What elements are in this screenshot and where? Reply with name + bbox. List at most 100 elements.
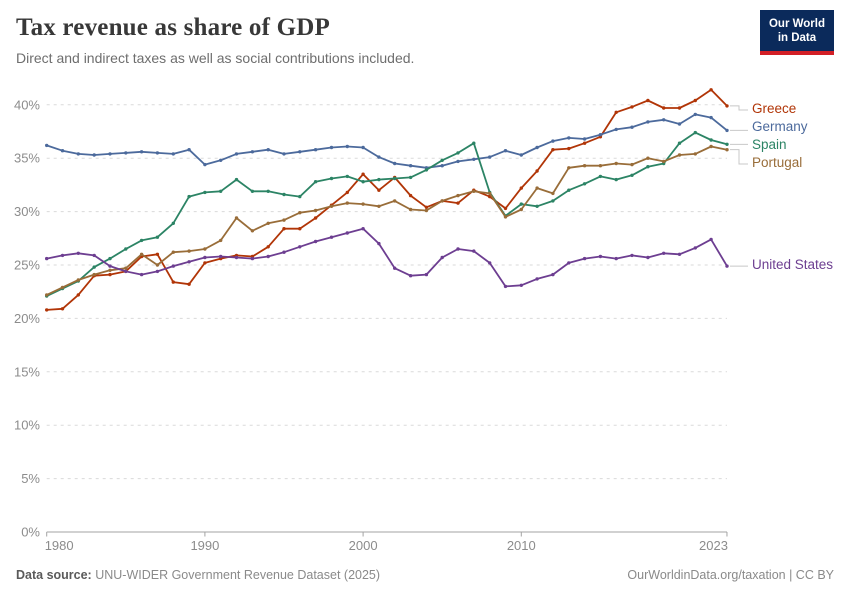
data-point-spain[interactable] (377, 177, 381, 182)
series-line-united-states[interactable] (45, 227, 728, 288)
data-point-germany[interactable] (219, 158, 223, 162)
data-point-spain[interactable] (519, 202, 523, 206)
data-point-germany[interactable] (503, 149, 508, 153)
data-point-united-states[interactable] (725, 264, 729, 268)
data-point-spain[interactable] (124, 247, 128, 251)
data-point-greece[interactable] (298, 227, 302, 231)
data-point-spain[interactable] (567, 188, 571, 192)
data-point-germany[interactable] (598, 133, 603, 137)
data-point-portugal[interactable] (345, 201, 349, 205)
data-point-portugal[interactable] (250, 229, 255, 233)
data-point-portugal[interactable] (187, 249, 191, 253)
data-point-germany[interactable] (282, 152, 286, 156)
data-point-portugal[interactable] (298, 211, 302, 215)
data-point-germany[interactable] (108, 152, 112, 156)
data-point-germany[interactable] (60, 149, 65, 153)
data-point-germany[interactable] (139, 150, 144, 154)
data-point-portugal[interactable] (219, 238, 223, 243)
data-point-portugal[interactable] (329, 204, 334, 208)
data-point-germany[interactable] (408, 164, 413, 168)
data-point-spain[interactable] (424, 168, 429, 172)
data-point-greece[interactable] (535, 169, 539, 173)
data-point-spain[interactable] (408, 175, 413, 180)
data-point-germany[interactable] (298, 150, 302, 154)
data-point-spain[interactable] (551, 199, 555, 203)
data-point-greece[interactable] (408, 193, 413, 198)
legend-label-portugal[interactable]: Portugal (752, 155, 803, 170)
data-point-spain[interactable] (456, 151, 460, 155)
data-point-spain[interactable] (234, 177, 239, 182)
data-point-united-states[interactable] (203, 255, 207, 260)
data-point-portugal[interactable] (630, 162, 634, 167)
data-point-portugal[interactable] (282, 218, 286, 222)
data-point-united-states[interactable] (234, 255, 239, 260)
data-point-germany[interactable] (329, 145, 334, 150)
data-point-greece[interactable] (662, 106, 666, 110)
legend-label-united-states[interactable]: United States (752, 257, 834, 272)
data-point-spain[interactable] (203, 190, 207, 195)
data-point-spain[interactable] (250, 189, 255, 193)
data-point-germany[interactable] (630, 125, 634, 129)
data-point-germany[interactable] (250, 150, 255, 154)
data-point-spain[interactable] (693, 130, 697, 135)
data-point-germany[interactable] (725, 128, 729, 133)
data-point-germany[interactable] (709, 115, 713, 120)
data-point-portugal[interactable] (171, 250, 175, 254)
data-point-spain[interactable] (298, 194, 302, 199)
legend-label-germany[interactable]: Germany (752, 119, 808, 134)
data-point-germany[interactable] (693, 112, 697, 117)
data-point-united-states[interactable] (503, 284, 508, 289)
data-point-united-states[interactable] (298, 245, 302, 249)
data-point-portugal[interactable] (456, 193, 460, 198)
data-point-greece[interactable] (456, 201, 460, 205)
data-point-spain[interactable] (393, 176, 397, 181)
data-point-spain[interactable] (92, 265, 96, 269)
data-point-united-states[interactable] (313, 239, 318, 244)
data-point-greece[interactable] (266, 245, 270, 249)
data-point-spain[interactable] (535, 204, 539, 208)
legend-label-spain[interactable]: Spain (752, 137, 787, 152)
data-point-portugal[interactable] (377, 204, 381, 208)
data-point-spain[interactable] (725, 142, 729, 146)
data-point-spain[interactable] (646, 165, 650, 169)
data-point-greece[interactable] (725, 104, 729, 108)
data-point-spain[interactable] (329, 176, 334, 181)
data-point-spain[interactable] (472, 141, 476, 145)
data-point-portugal[interactable] (440, 199, 444, 203)
data-point-united-states[interactable] (124, 269, 128, 274)
data-point-greece[interactable] (503, 206, 508, 211)
data-point-united-states[interactable] (567, 261, 571, 265)
data-point-germany[interactable] (234, 152, 239, 156)
data-point-germany[interactable] (677, 122, 682, 126)
data-point-germany[interactable] (266, 148, 270, 152)
data-point-germany[interactable] (345, 144, 349, 149)
data-point-germany[interactable] (662, 118, 666, 122)
data-point-spain[interactable] (155, 235, 160, 239)
data-point-portugal[interactable] (551, 191, 555, 196)
data-point-germany[interactable] (440, 164, 444, 168)
data-point-portugal[interactable] (677, 153, 682, 157)
data-point-greece[interactable] (45, 308, 49, 312)
data-point-portugal[interactable] (60, 285, 65, 290)
data-point-germany[interactable] (551, 139, 555, 143)
data-point-germany[interactable] (488, 155, 492, 159)
data-point-portugal[interactable] (567, 166, 571, 170)
data-point-greece[interactable] (171, 280, 175, 284)
series-line-greece[interactable] (45, 88, 728, 311)
data-point-portugal[interactable] (124, 266, 128, 270)
data-point-united-states[interactable] (440, 255, 444, 260)
data-point-united-states[interactable] (519, 283, 523, 287)
data-point-spain[interactable] (187, 194, 191, 199)
data-point-portugal[interactable] (361, 202, 365, 206)
data-point-greece[interactable] (187, 282, 191, 286)
data-point-germany[interactable] (377, 155, 381, 159)
data-point-portugal[interactable] (535, 186, 539, 190)
data-point-portugal[interactable] (614, 161, 618, 166)
data-point-united-states[interactable] (630, 253, 634, 258)
data-point-germany[interactable] (45, 143, 49, 148)
data-point-spain[interactable] (598, 174, 603, 179)
data-point-united-states[interactable] (551, 272, 555, 277)
data-point-portugal[interactable] (408, 207, 413, 212)
data-point-spain[interactable] (677, 141, 682, 145)
data-point-greece[interactable] (361, 172, 365, 176)
